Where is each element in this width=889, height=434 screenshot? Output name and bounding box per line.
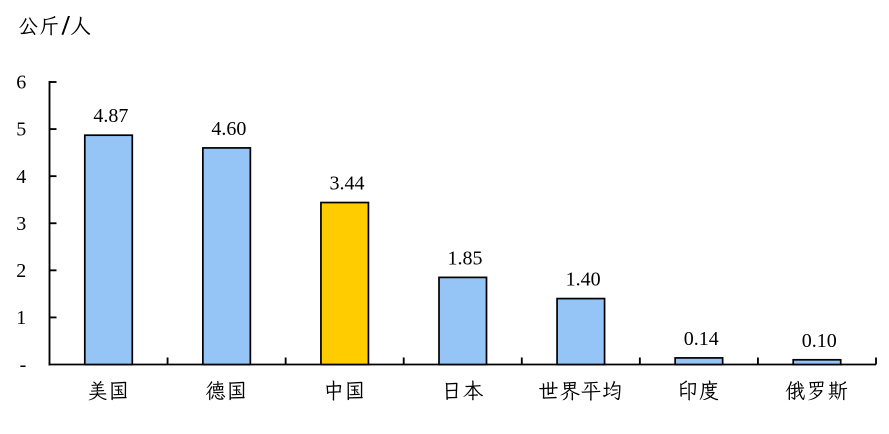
svg-text:0.10: 0.10 xyxy=(802,330,837,352)
svg-text:-: - xyxy=(20,354,27,376)
svg-text:0.14: 0.14 xyxy=(684,328,719,350)
svg-text:6: 6 xyxy=(16,72,26,94)
svg-text:5: 5 xyxy=(16,119,26,141)
svg-text:4.87: 4.87 xyxy=(93,105,128,127)
svg-text:1.40: 1.40 xyxy=(566,269,601,291)
svg-text:1: 1 xyxy=(16,307,26,329)
svg-text:1.85: 1.85 xyxy=(448,247,483,269)
svg-text:4: 4 xyxy=(16,166,26,188)
svg-text:4.60: 4.60 xyxy=(211,118,246,140)
svg-text:2: 2 xyxy=(16,260,26,282)
svg-text:3.44: 3.44 xyxy=(329,173,364,195)
svg-text:3: 3 xyxy=(16,213,26,235)
